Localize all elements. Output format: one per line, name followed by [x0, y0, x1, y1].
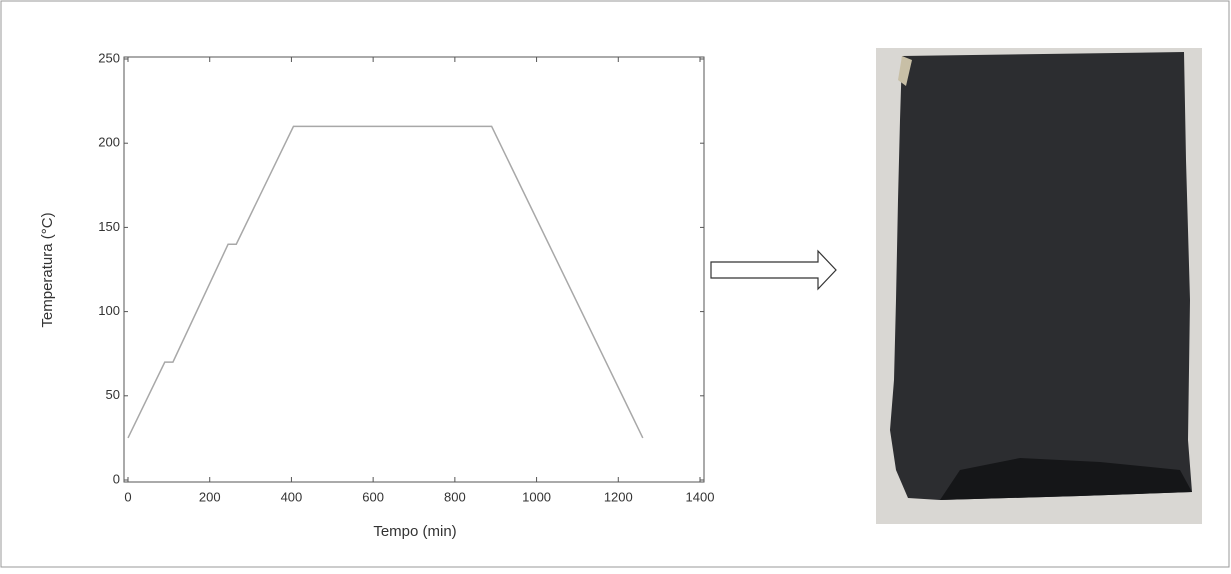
x-tick-label: 200 [199, 489, 221, 504]
photo-edge [898, 56, 912, 86]
x-tick-label: 1000 [522, 489, 551, 504]
x-axis-title: Tempo (min) [373, 523, 456, 540]
x-tick-label: 600 [362, 489, 384, 504]
x-tick-label: 800 [444, 489, 466, 504]
x-tick-label: 1200 [604, 489, 633, 504]
photo-sample [890, 52, 1192, 500]
photo [876, 48, 1202, 524]
y-tick-label: 250 [98, 50, 120, 65]
plot-frame [123, 56, 705, 483]
x-tick-label: 1400 [686, 489, 715, 504]
y-axis-title: Temperatura (°C) [39, 212, 56, 327]
y-tick-label: 200 [98, 135, 120, 150]
y-tick-label: 100 [98, 303, 120, 318]
y-tick-label: 50 [106, 387, 120, 402]
photo-shadow [940, 458, 1192, 500]
x-tick-label: 0 [124, 489, 131, 504]
y-tick-label: 0 [113, 471, 120, 486]
x-tick-label: 400 [281, 489, 303, 504]
arrow [710, 249, 837, 291]
y-tick-label: 150 [98, 219, 120, 234]
data-line [127, 125, 644, 439]
